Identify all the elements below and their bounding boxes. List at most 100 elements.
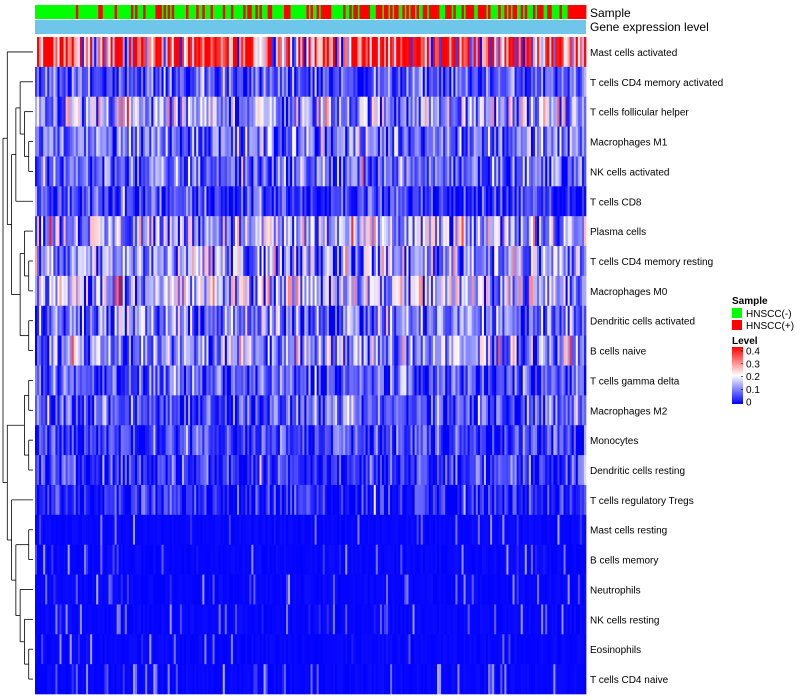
heatmap-cell [159, 335, 162, 366]
heatmap-cell [437, 156, 440, 187]
heatmap-cell [404, 425, 407, 456]
heatmap-cell [45, 37, 48, 68]
heatmap-cell [473, 37, 477, 68]
heatmap-cell [516, 455, 519, 486]
heatmap-cell [63, 484, 66, 516]
heatmap-cell [477, 37, 481, 68]
heatmap-cell [228, 66, 232, 98]
heatmap-cell [502, 305, 505, 336]
heatmap-cell [424, 455, 428, 486]
heatmap-cell [345, 126, 348, 157]
heatmap-cell [577, 186, 581, 217]
heatmap-cell [192, 275, 195, 307]
heatmap-cell [508, 66, 511, 98]
heatmap-cell [206, 216, 209, 247]
heatmap-cell [259, 96, 262, 127]
heatmap-cell [153, 305, 156, 336]
heatmap-row [35, 156, 587, 187]
heatmap-cell [563, 544, 566, 575]
heatmap-cell [400, 96, 403, 127]
heatmap-cell [206, 484, 209, 516]
heatmap-cell [77, 544, 81, 575]
heatmap-cell [471, 156, 475, 187]
heatmap-cell [179, 544, 183, 575]
heatmap-cell [373, 365, 377, 396]
heatmap-cell [508, 455, 511, 486]
heatmap-cell [545, 246, 548, 277]
heatmap-cell [98, 305, 101, 336]
heatmap-cell [249, 37, 252, 68]
heatmap-cell [559, 395, 562, 426]
heatmap-cell [222, 186, 226, 217]
heatmap-cell [118, 484, 122, 516]
heatmap-cell [573, 126, 577, 157]
heatmap-cell [357, 96, 360, 127]
heatmap-cell [543, 156, 546, 187]
heatmap-cell [557, 66, 560, 98]
heatmap-cell [512, 186, 515, 217]
heatmap-cell [334, 484, 338, 516]
heatmap-cell [343, 96, 346, 127]
heatmap-cell [353, 216, 356, 247]
heatmap-cell [534, 395, 538, 426]
heatmap-cell [35, 66, 38, 98]
heatmap-cell [347, 246, 350, 277]
heatmap-cell [375, 156, 379, 187]
heatmap-cell [420, 126, 424, 157]
heatmap-cell [122, 484, 126, 516]
heatmap-cell [220, 37, 224, 68]
heatmap-cell [210, 425, 213, 456]
heatmap-cell [328, 275, 332, 307]
heatmap-cell [539, 395, 542, 426]
heatmap-cell [135, 544, 138, 575]
heatmap-cell [349, 544, 352, 575]
heatmap-cell [455, 365, 458, 396]
heatmap-cell [239, 455, 242, 486]
heatmap-cell [428, 305, 432, 336]
heatmap-cell [477, 216, 481, 247]
heatmap-cell [318, 216, 322, 247]
heatmap-cell [545, 484, 548, 516]
heatmap-cell [208, 156, 211, 187]
heatmap-cell [488, 156, 491, 187]
heatmap-cell [190, 395, 193, 426]
heatmap-cell [355, 544, 358, 575]
heatmap-cell [569, 37, 573, 68]
heatmap-cell [251, 514, 254, 545]
heatmap-cell [445, 275, 448, 307]
heatmap-cell [263, 37, 266, 68]
heatmap-cell [543, 96, 546, 127]
heatmap-cell [518, 365, 522, 396]
heatmap-cell [528, 365, 532, 396]
heatmap-cell [520, 246, 524, 277]
heatmap-cell [367, 246, 371, 277]
heatmap-cell [494, 66, 497, 98]
heatmap-cell [439, 455, 442, 486]
heatmap-cell [69, 66, 73, 98]
heatmap-cell [471, 126, 475, 157]
heatmap-cell [394, 455, 397, 486]
heatmap-cell [277, 126, 281, 157]
heatmap-cell [288, 186, 291, 217]
heatmap-cell [547, 514, 550, 545]
heatmap-cell [145, 425, 148, 456]
heatmap-cell [232, 425, 236, 456]
heatmap-cell [155, 66, 158, 98]
heatmap-cell [122, 305, 126, 336]
heatmap-cell [483, 275, 487, 307]
sample-bar-cell [306, 5, 309, 19]
heatmap-cell [357, 484, 360, 516]
heatmap-cell [137, 395, 140, 426]
heatmap-cell [383, 365, 387, 396]
heatmap-cell [81, 275, 85, 307]
heatmap-cell [77, 246, 81, 277]
heatmap-cell [224, 455, 228, 486]
heatmap-cell [449, 126, 452, 157]
heatmap-cell [516, 335, 519, 366]
heatmap-cell [47, 455, 50, 486]
heatmap-cell [112, 126, 115, 157]
heatmap-cell [355, 484, 358, 516]
heatmap-cell [279, 425, 283, 456]
heatmap-cell [137, 544, 140, 575]
heatmap-cell [114, 216, 117, 247]
